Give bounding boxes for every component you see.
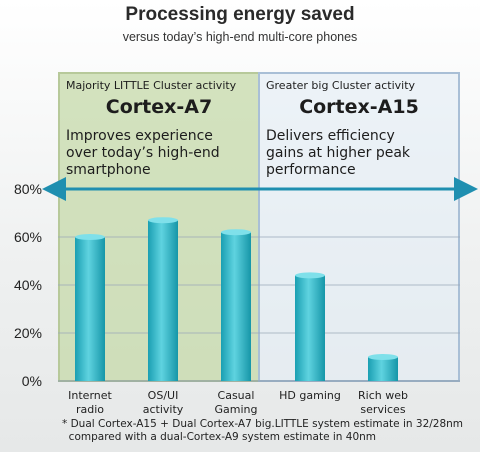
little-desc-line: over today’s high-end [66, 145, 220, 161]
footnote: * Dual Cortex-A15 + Dual Cortex-A7 big.L… [62, 418, 480, 444]
chart-title: Processing energy saved [125, 4, 355, 25]
bar [221, 232, 251, 381]
little-core-name: Cortex-A7 [105, 96, 213, 118]
big-description: Delivers efficiency gains at higher peak… [266, 128, 460, 179]
x-tick-label: services [360, 403, 405, 416]
footnote-line: * Dual Cortex-A15 + Dual Cortex-A7 big.L… [62, 418, 464, 430]
y-tick-label: 20% [14, 325, 42, 341]
bar-cap [148, 217, 178, 224]
x-tick-label: activity [143, 403, 184, 416]
little-cluster-label: Majority LITTLE Cluster activity [66, 79, 237, 92]
x-tick-label: OS/UI [148, 389, 179, 402]
big-desc-line: performance [266, 162, 356, 178]
footnote-line: compared with a dual-Cortex-A9 system es… [62, 431, 377, 443]
x-tick-label: Casual [218, 389, 255, 402]
big-core-name: Cortex-A15 [299, 96, 419, 118]
chart-subtitle: versus today’s high-end multi-core phone… [122, 30, 358, 44]
bar-cap [75, 234, 105, 240]
y-tick-label: 60% [14, 229, 42, 245]
x-tick-label: radio [76, 403, 104, 416]
bar-cap [221, 229, 251, 236]
bar [368, 357, 398, 381]
x-tick-label: Internet [68, 389, 112, 402]
bar [295, 275, 325, 381]
little-desc-line: smartphone [66, 162, 151, 178]
big-desc-line: Delivers efficiency [266, 128, 395, 144]
x-tick-label: HD gaming [279, 389, 341, 402]
bar [75, 237, 105, 381]
x-tick-label: Rich web [358, 389, 408, 402]
y-tick-label: 80% [14, 181, 42, 197]
big-desc-line: gains at higher peak [266, 145, 411, 161]
y-tick-label: 40% [14, 277, 42, 293]
y-tick-label: 0% [22, 373, 42, 389]
bar-cap [368, 354, 398, 360]
little-description: Improves experience over today’s high-en… [66, 128, 260, 179]
bar-cap [295, 272, 325, 279]
little-desc-line: Improves experience [66, 128, 213, 144]
x-tick-label: Gaming [215, 403, 258, 416]
bar [148, 220, 178, 381]
big-cluster-label: Greater big Cluster activity [266, 79, 416, 92]
